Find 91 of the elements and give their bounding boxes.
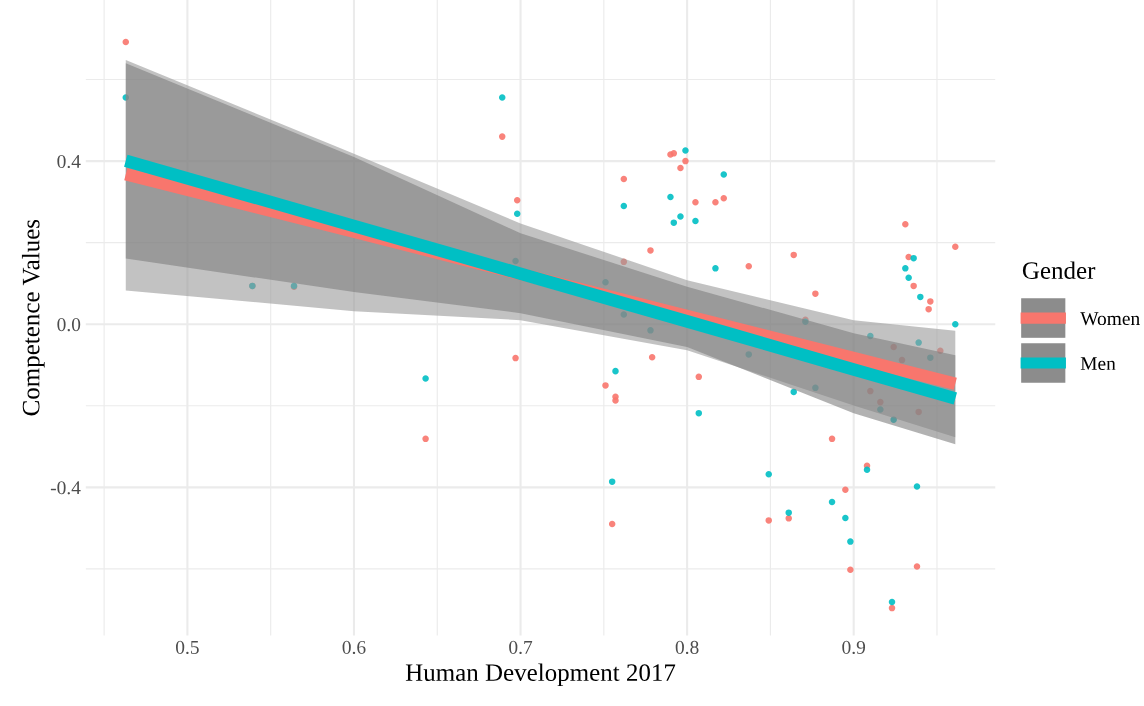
point xyxy=(913,483,921,490)
point xyxy=(765,471,772,478)
point xyxy=(937,347,944,354)
x-tick-label: 0.9 xyxy=(842,640,866,655)
point xyxy=(620,311,628,318)
x-axis-title: Human Development 2017 xyxy=(405,663,676,687)
point xyxy=(905,274,912,281)
y-tick-label: 0.4 xyxy=(57,154,81,169)
point xyxy=(695,409,703,417)
point xyxy=(608,520,616,528)
point xyxy=(692,217,699,225)
legend-title: Gender xyxy=(1022,261,1096,279)
point xyxy=(648,354,656,361)
point xyxy=(888,604,896,612)
point xyxy=(422,435,429,443)
point xyxy=(812,290,819,297)
point xyxy=(785,509,792,516)
legend-label: Men xyxy=(1080,357,1116,371)
point xyxy=(842,486,849,494)
point xyxy=(620,258,628,266)
point xyxy=(952,243,959,250)
point xyxy=(512,354,519,362)
point xyxy=(647,327,654,334)
point xyxy=(765,517,772,524)
point xyxy=(927,298,934,305)
point xyxy=(608,478,616,485)
point xyxy=(902,221,909,228)
point xyxy=(720,194,728,202)
point xyxy=(842,514,849,522)
point xyxy=(712,199,719,206)
point xyxy=(602,382,609,389)
point xyxy=(122,94,130,101)
point xyxy=(692,199,699,206)
point xyxy=(695,373,703,381)
x-tick-label: 0.7 xyxy=(509,640,533,655)
point xyxy=(902,265,909,272)
x-tick-label: 0.8 xyxy=(675,640,699,655)
point xyxy=(667,193,674,201)
x-tick-label: 0.6 xyxy=(342,640,366,655)
point xyxy=(790,388,797,396)
point xyxy=(712,265,719,272)
point xyxy=(720,171,728,178)
point xyxy=(677,164,684,172)
point xyxy=(422,375,429,382)
point xyxy=(498,133,506,140)
point xyxy=(122,38,130,46)
point xyxy=(620,202,628,210)
y-tick-label: 0.0 xyxy=(57,318,81,332)
point xyxy=(890,343,897,351)
x-tick-label: 0.5 xyxy=(176,640,199,655)
point xyxy=(512,257,519,265)
point xyxy=(888,598,896,606)
point xyxy=(877,398,884,406)
point xyxy=(915,339,922,346)
point xyxy=(670,150,678,157)
point xyxy=(867,332,874,340)
point xyxy=(513,210,521,217)
point xyxy=(647,247,654,254)
point xyxy=(612,367,619,375)
point xyxy=(790,251,797,259)
y-tick-label: -0.4 xyxy=(50,481,81,495)
point xyxy=(612,397,619,404)
point xyxy=(812,384,819,392)
point xyxy=(498,94,506,101)
point xyxy=(910,282,917,290)
point xyxy=(670,219,678,226)
point xyxy=(847,538,854,545)
point xyxy=(925,305,932,313)
point xyxy=(890,416,897,423)
point xyxy=(513,196,521,204)
point xyxy=(682,157,689,165)
point xyxy=(602,278,609,286)
point xyxy=(682,147,689,154)
point xyxy=(927,354,934,361)
point xyxy=(952,320,959,328)
point xyxy=(620,175,628,183)
legend-label: Women xyxy=(1080,312,1140,326)
point xyxy=(910,254,917,262)
point xyxy=(828,498,836,506)
point xyxy=(863,466,871,474)
point xyxy=(677,213,684,220)
point xyxy=(785,515,792,522)
point xyxy=(913,563,921,570)
point xyxy=(745,351,753,358)
point xyxy=(917,293,924,301)
point xyxy=(898,356,906,364)
point xyxy=(877,406,884,413)
point xyxy=(847,566,854,573)
point xyxy=(745,263,753,270)
point xyxy=(828,435,836,443)
y-axis-title: Competence Values xyxy=(21,219,45,416)
